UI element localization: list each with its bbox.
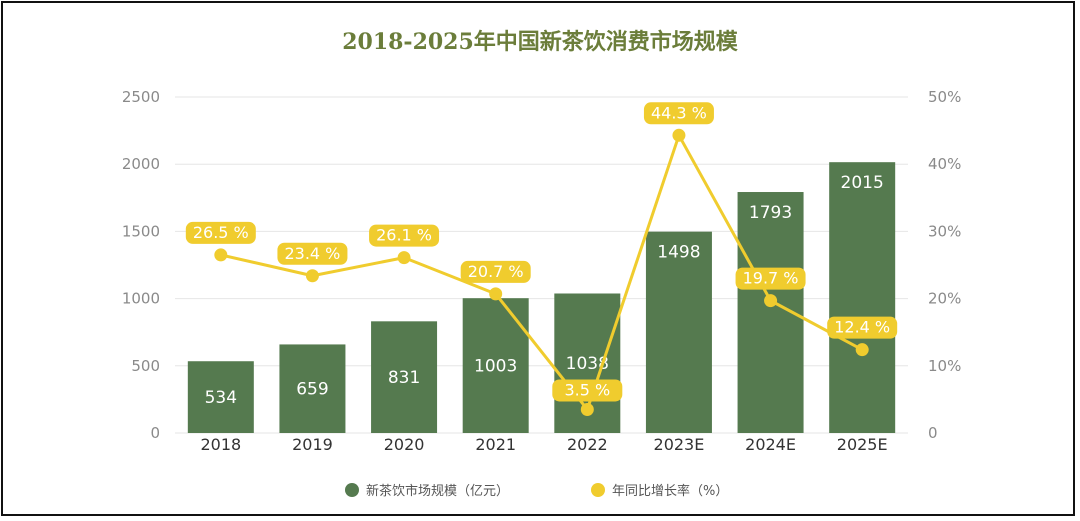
growth-label-bg xyxy=(552,379,623,402)
chart-title: 2018-2025年中国新茶饮消费市场规模 xyxy=(342,29,738,55)
growth-value-label: 3.5 % xyxy=(564,380,610,399)
growth-label-bg xyxy=(735,267,806,290)
bar xyxy=(645,231,712,433)
growth-label-bg xyxy=(460,260,531,283)
growth-label-bg xyxy=(643,102,714,125)
y-left-tick-label: 500 xyxy=(131,357,160,375)
legend-bar-label: 新茶饮市场规模（亿元） xyxy=(366,483,509,499)
legend: 新茶饮市场规模（亿元） 年同比增长率（%） xyxy=(345,483,728,499)
x-tick-label: 2023E xyxy=(654,435,705,454)
bar-value-label: 534 xyxy=(205,388,237,408)
y-left-tick-label: 1500 xyxy=(122,222,160,240)
growth-point xyxy=(580,402,594,416)
y-right-tick-label: 10% xyxy=(928,357,961,375)
bar-value-label: 1793 xyxy=(749,203,792,223)
x-tick-label: 2019 xyxy=(292,435,333,454)
growth-point xyxy=(214,248,228,262)
growth-label-bg xyxy=(185,221,256,244)
x-tick-label: 2025E xyxy=(837,435,888,454)
growth-point xyxy=(489,287,503,301)
bar xyxy=(279,344,346,433)
x-tick-label: 2018 xyxy=(200,435,241,454)
y-left-tick-label: 1000 xyxy=(122,290,160,308)
growth-value-label: 19.7 % xyxy=(743,269,799,288)
growth-value-label: 26.1 % xyxy=(376,226,432,245)
growth-label-bg xyxy=(369,224,440,247)
y-left-tick-label: 2000 xyxy=(122,155,160,173)
y-right-tick-label: 30% xyxy=(928,222,961,240)
x-tick-label: 2022 xyxy=(567,435,608,454)
growth-label-bg xyxy=(827,316,898,339)
y-left-tick-label: 0 xyxy=(150,424,160,442)
y-left-tick-label: 2500 xyxy=(122,88,160,106)
x-tick-label: 2021 xyxy=(475,435,516,454)
y-right-tick-label: 0 xyxy=(928,424,938,442)
bar-value-label: 831 xyxy=(388,368,420,388)
x-tick-label: 2024E xyxy=(745,435,796,454)
legend-line-label: 年同比增长率（%） xyxy=(612,483,728,499)
x-axis-categories: 2018 2019 2020 2021 2022 2023E 2024E 2025E xyxy=(200,435,887,454)
growth-point xyxy=(672,128,686,142)
growth-line-series: 26.5 % 23.4 % 26.1 % 20.7 % 3.5 % 44.3 % 19.7 … xyxy=(185,102,898,416)
x-tick-label: 2020 xyxy=(384,435,425,454)
y-axis-right: 0 10% 20% 30% 40% 50% xyxy=(928,88,961,442)
legend-bar-marker xyxy=(345,483,359,497)
bar-series: 534 659 831 1003 1038 1498 1793 2015 xyxy=(187,162,896,433)
growth-point xyxy=(855,343,869,357)
legend-line-marker xyxy=(591,483,605,497)
y-right-tick-label: 50% xyxy=(928,88,961,106)
y-axis-left: 0 500 1000 1500 2000 2500 xyxy=(122,88,160,442)
growth-value-label: 44.3 % xyxy=(651,103,707,122)
bar-value-label: 1003 xyxy=(474,357,517,377)
y-right-tick-label: 20% xyxy=(928,290,961,308)
growth-value-label: 26.5 % xyxy=(193,223,249,242)
growth-value-label: 12.4 % xyxy=(834,318,890,337)
growth-value-label: 23.4 % xyxy=(284,244,340,263)
bar-value-label: 2015 xyxy=(841,173,884,193)
y-right-tick-label: 40% xyxy=(928,155,961,173)
bar xyxy=(187,361,254,433)
growth-value-label: 20.7 % xyxy=(468,262,524,281)
growth-label-bg xyxy=(277,242,348,265)
bar xyxy=(371,321,438,433)
growth-point xyxy=(764,294,778,308)
bar-value-label: 1498 xyxy=(657,243,700,263)
bar-value-label: 1038 xyxy=(566,354,609,374)
growth-point xyxy=(305,269,319,283)
growth-point xyxy=(397,251,411,265)
bar xyxy=(829,162,896,433)
bar-value-label: 659 xyxy=(296,380,328,400)
